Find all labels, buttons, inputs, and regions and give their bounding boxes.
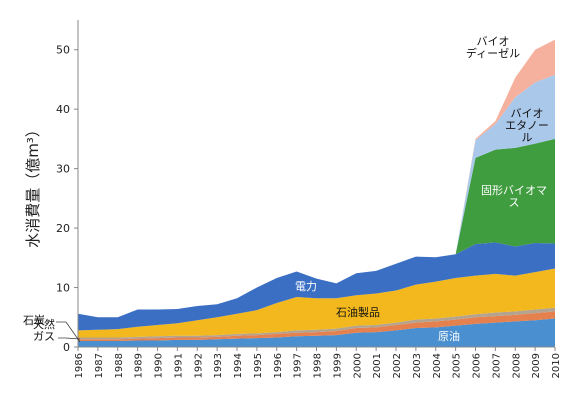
x-tick-label: 1998 [313, 353, 324, 378]
x-tick-label: 1990 [154, 353, 165, 378]
leader-line [65, 337, 81, 340]
x-tick-label: 2005 [452, 353, 463, 378]
series-label: 石油製品 [336, 306, 380, 319]
x-tick-label: 2008 [511, 353, 522, 378]
series-label: 石炭 [23, 314, 45, 327]
x-tick-label: 2001 [372, 353, 383, 378]
x-tick-label: 2007 [491, 353, 502, 378]
x-tick-label: 1993 [213, 353, 224, 378]
x-tick-label: 2000 [352, 353, 363, 378]
y-tick-label: 30 [56, 163, 70, 176]
x-tick-label: 2002 [392, 353, 403, 378]
area [78, 242, 555, 331]
y-tick-label: 50 [56, 44, 70, 57]
y-tick-label: 0 [63, 341, 70, 354]
series-label: バイオ エタノール [505, 107, 549, 144]
x-tick-label: 1988 [114, 353, 125, 378]
y-tick-label: 40 [56, 103, 70, 116]
area [78, 138, 555, 318]
x-tick-label: 1999 [332, 353, 343, 378]
x-tick-label: 1997 [293, 353, 304, 378]
series-label: 電力 [295, 280, 317, 293]
x-tick-label: 2009 [531, 353, 542, 378]
x-tick-label: 1995 [253, 353, 264, 378]
x-tick-label: 1986 [74, 353, 85, 378]
x-tick-label: 1987 [94, 353, 105, 378]
series-label: 天然 ガス [33, 318, 55, 343]
x-tick-label: 1992 [193, 353, 204, 378]
series-label: 固形バイオマス [481, 184, 547, 209]
x-tick-label: 2010 [551, 353, 562, 378]
x-tick-label: 1989 [134, 353, 145, 378]
y-axis-title: 水消費量（億m³） [24, 122, 42, 248]
x-tick-label: 2004 [432, 353, 443, 378]
x-tick-label: 2006 [472, 353, 483, 378]
y-tick-label: 10 [56, 282, 70, 295]
x-tick-label: 2003 [412, 353, 423, 378]
area [78, 311, 555, 342]
y-tick-label: 20 [56, 222, 70, 235]
series-label: 原油 [438, 330, 460, 343]
x-tick-label: 1996 [273, 353, 284, 378]
x-tick-label: 1991 [173, 353, 184, 378]
series-label: バイオ ディーゼル [465, 35, 521, 60]
x-tick-label: 1994 [233, 353, 244, 378]
